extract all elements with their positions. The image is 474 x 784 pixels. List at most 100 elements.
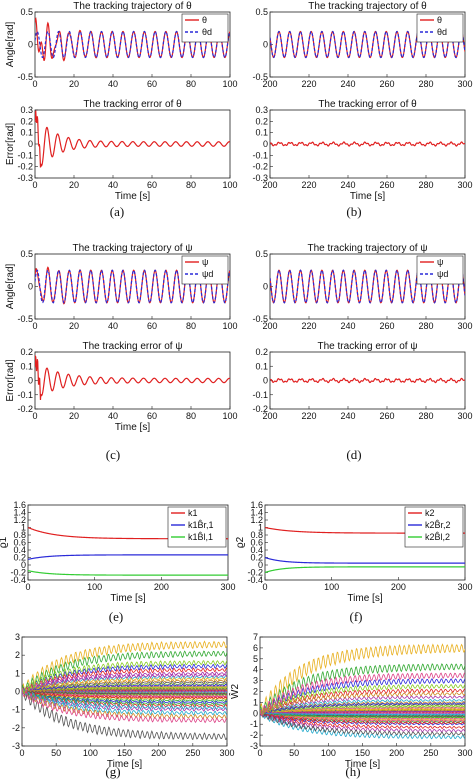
x-tick-label: 220 bbox=[301, 79, 316, 89]
y-tick-label: 0 bbox=[263, 282, 268, 292]
legend-entry: ψd bbox=[437, 269, 448, 279]
x-tick-label: 150 bbox=[355, 748, 370, 758]
y-tick-label: 1 bbox=[253, 697, 258, 707]
chart-title: The tracking trajectory of ψ bbox=[308, 243, 428, 254]
x-tick-label: 0 bbox=[32, 180, 37, 190]
plot-series bbox=[22, 640, 227, 741]
legend-entry: θd bbox=[202, 27, 212, 37]
y-tick-label: -0.3 bbox=[252, 173, 268, 183]
subfigure-caption: (a) bbox=[110, 204, 124, 219]
plot-series bbox=[270, 377, 465, 384]
weight-line-34 bbox=[260, 710, 465, 715]
x-tick-label: 0 bbox=[32, 411, 37, 421]
x-tick-label: 100 bbox=[324, 582, 339, 592]
series-line-0 bbox=[270, 141, 465, 147]
x-tick-label: 60 bbox=[147, 180, 157, 190]
x-tick-label: 280 bbox=[418, 180, 433, 190]
y-tick-label: 0.8 bbox=[250, 530, 263, 540]
series-line-2 bbox=[28, 570, 228, 576]
legend-entry: ψd bbox=[202, 269, 213, 279]
x-tick-label: 300 bbox=[219, 748, 234, 758]
y-tick-label: -0.3 bbox=[17, 173, 33, 183]
x-tick-label: 220 bbox=[301, 321, 316, 331]
x-tick-label: 220 bbox=[301, 180, 316, 190]
chart-title: The tracking trajectory of θ bbox=[308, 1, 427, 12]
legend: θ θd bbox=[181, 13, 229, 43]
x-tick-label: 100 bbox=[222, 79, 237, 89]
plot-series bbox=[35, 354, 230, 400]
legend: θ θd bbox=[416, 13, 464, 43]
y-tick-label: 1.2 bbox=[13, 515, 26, 525]
plot-area bbox=[269, 109, 466, 179]
plot-area bbox=[34, 109, 231, 179]
weight-line-35 bbox=[260, 712, 465, 716]
x-tick-label: 50 bbox=[51, 748, 61, 758]
x-tick-label: 300 bbox=[220, 582, 235, 592]
x-tick-label: 240 bbox=[340, 180, 355, 190]
x-tick-label: 300 bbox=[457, 321, 472, 331]
x-tick-label: 40 bbox=[108, 180, 118, 190]
chart-title: The tracking error of ψ bbox=[83, 341, 183, 352]
weight-line-2 bbox=[22, 663, 227, 694]
x-tick-label: 100 bbox=[321, 748, 336, 758]
y-tick-label: -0.5 bbox=[252, 72, 268, 82]
chart-title: The tracking error of θ bbox=[83, 99, 182, 110]
subfigure-caption: (b) bbox=[346, 204, 361, 219]
x-tick-label: 80 bbox=[186, 180, 196, 190]
y-tick-label: -0.2 bbox=[252, 162, 268, 172]
x-tick-label: 60 bbox=[147, 79, 157, 89]
weight-line-0 bbox=[22, 640, 227, 695]
weight-line-8 bbox=[22, 682, 227, 693]
y-tick-label: 0.4 bbox=[250, 545, 263, 555]
legend-entry: ψ bbox=[202, 257, 208, 267]
subfigure-caption: (e) bbox=[109, 609, 123, 624]
plot-series bbox=[270, 30, 465, 59]
weight-line-27 bbox=[22, 686, 227, 741]
y-tick-label: 0 bbox=[21, 560, 26, 570]
y-tick-label: 0 bbox=[263, 139, 268, 149]
y-tick-label: -0.4 bbox=[247, 575, 263, 585]
chart-g: -3 -2 -1 0 1 2 3 0 50 100 150 200 250 300 Time [s] Ŵ1 bbox=[0, 632, 235, 770]
y-tick-label: 0.5 bbox=[255, 7, 268, 17]
chart-b_top: -0.5 0 0.5 200 220 240 260 280 300 The tracking t… bbox=[252, 1, 472, 89]
weight-line-30 bbox=[260, 708, 465, 715]
x-tick-label: 0 bbox=[262, 582, 267, 592]
x-axis-label: Time [s] bbox=[110, 593, 145, 604]
y-tick-label: 0 bbox=[15, 687, 20, 697]
y-tick-label: -0.1 bbox=[17, 150, 33, 160]
x-tick-label: 300 bbox=[457, 79, 472, 89]
x-axis-label: Time [s] bbox=[115, 191, 150, 202]
weight-line-33 bbox=[260, 712, 465, 725]
x-tick-label: 260 bbox=[379, 321, 394, 331]
weight-line-33 bbox=[22, 690, 227, 700]
subfigure-caption: (f) bbox=[350, 609, 363, 624]
x-tick-label: 20 bbox=[69, 180, 79, 190]
x-tick-label: 280 bbox=[418, 321, 433, 331]
weight-line-38 bbox=[22, 660, 227, 695]
y-tick-label: 0 bbox=[28, 139, 33, 149]
x-axis-label: Time [s] bbox=[107, 759, 142, 770]
x-tick-label: 20 bbox=[69, 79, 79, 89]
y-axis-label: Angle[rad] bbox=[5, 263, 16, 309]
y-tick-label: 0.1 bbox=[20, 128, 33, 138]
weight-line-22 bbox=[22, 690, 227, 704]
plot-area bbox=[269, 351, 466, 410]
weight-line-36 bbox=[260, 691, 465, 715]
legend: ψ ψd bbox=[181, 255, 229, 285]
legend-entry: ψ bbox=[437, 257, 443, 267]
weight-line-21 bbox=[22, 689, 227, 703]
legend-entry: k1B̂l,1 bbox=[188, 532, 213, 542]
y-tick-label: 0 bbox=[28, 282, 33, 292]
y-tick-label: -0.1 bbox=[17, 390, 33, 400]
weight-line-23 bbox=[22, 690, 227, 708]
x-tick-label: 200 bbox=[262, 411, 277, 421]
y-axis-label: Ŵ1 bbox=[0, 684, 3, 699]
x-tick-label: 200 bbox=[262, 321, 277, 331]
y-tick-label: 0.1 bbox=[255, 361, 268, 371]
series-line-1 bbox=[28, 554, 228, 560]
weight-line-31 bbox=[260, 712, 465, 719]
x-tick-label: 260 bbox=[379, 411, 394, 421]
subfigure-caption: (g) bbox=[105, 764, 120, 779]
